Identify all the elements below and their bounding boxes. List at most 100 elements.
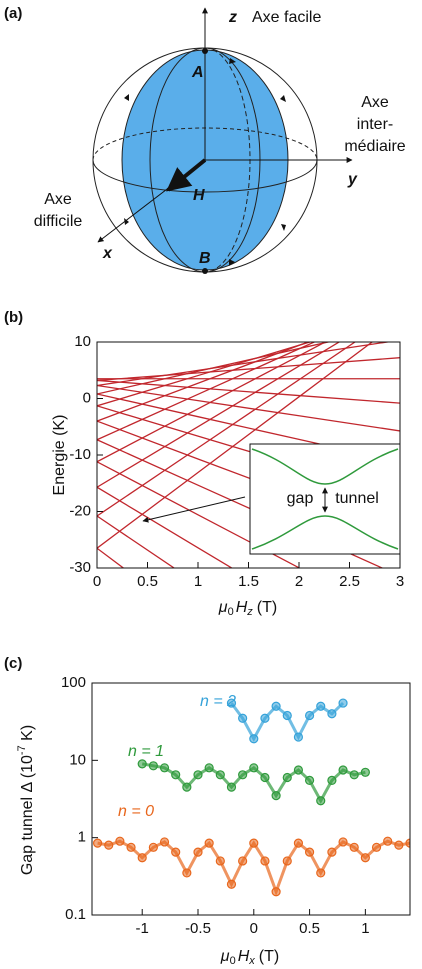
- x-tick-label: 1: [194, 573, 202, 590]
- point: [260, 856, 270, 866]
- sphere-diagram: (a) z Axe facile A Axe inter- médiaire y…: [4, 5, 406, 274]
- point: [260, 772, 270, 783]
- point: [316, 701, 326, 711]
- level-line: [97, 357, 400, 382]
- point: [126, 842, 136, 852]
- point: [271, 887, 281, 897]
- point: [238, 770, 248, 780]
- x-tick-label: 2.5: [339, 573, 360, 590]
- label-part: -7: [16, 745, 28, 755]
- point: [92, 838, 103, 848]
- point: [349, 842, 359, 852]
- label-part: (T): [257, 599, 277, 616]
- inset-curve: [251, 515, 399, 550]
- axis-label: x: [102, 245, 113, 262]
- point-label: B: [199, 250, 211, 267]
- point: [182, 868, 192, 878]
- axis-caption: Axe: [44, 191, 72, 208]
- point: [260, 713, 270, 723]
- point: [226, 698, 237, 708]
- point: [282, 772, 292, 783]
- field-label: H: [193, 187, 205, 204]
- point: [159, 837, 170, 847]
- point: [249, 838, 259, 848]
- point: [238, 856, 248, 866]
- label-part: 0: [228, 606, 234, 618]
- x-tick-label: 2: [295, 573, 303, 590]
- axis-caption: médiaire: [344, 138, 405, 155]
- level-line: [97, 379, 400, 404]
- level-line: [97, 342, 392, 387]
- point: [282, 856, 292, 866]
- series-line: [97, 839, 410, 897]
- point: [371, 842, 382, 852]
- y-axis-label: Gap tunnel Δ (10-7 K): [16, 725, 36, 875]
- point: [171, 770, 181, 780]
- series-line: [230, 701, 345, 742]
- point: [104, 840, 114, 850]
- axis-caption: Axe: [361, 94, 389, 111]
- y-tick-label: 1: [78, 829, 86, 846]
- point: [338, 765, 348, 775]
- x-tick-label: -0.5: [185, 920, 211, 937]
- y-tick-label: -30: [69, 559, 91, 576]
- x-tick-label: 1.5: [238, 573, 259, 590]
- point: [304, 847, 315, 857]
- point: [327, 847, 337, 857]
- energy-chart: (b) gap tunnel Energie (K) μ0 Hz (T) 0 0.5 1…: [4, 309, 404, 618]
- level-line: [97, 342, 374, 549]
- level-line: [97, 342, 313, 407]
- label-part: μ: [218, 599, 228, 616]
- x-tick-label: 0.5: [299, 920, 320, 937]
- point: [304, 775, 315, 786]
- y-tick-label: -20: [69, 502, 91, 519]
- x-axis-label: μ0 Hx (T): [220, 948, 279, 967]
- axis-caption: Axe facile: [252, 9, 321, 26]
- level-line: [97, 342, 316, 441]
- point: [316, 868, 326, 878]
- point: [226, 782, 237, 792]
- label-part: K): [19, 725, 36, 745]
- label-part: z: [246, 606, 253, 618]
- point: [182, 782, 192, 792]
- point-label: A: [191, 64, 204, 81]
- x-tick-label: -1: [136, 920, 149, 937]
- y-tick-label: 10: [69, 751, 86, 768]
- point-a: [202, 48, 208, 54]
- point: [293, 765, 304, 775]
- x-tick-label: 1: [361, 920, 369, 937]
- inset-curve: [251, 448, 399, 485]
- panel-label: (b): [4, 309, 23, 326]
- point: [137, 853, 147, 863]
- point: [304, 710, 315, 721]
- point: [271, 701, 281, 711]
- point: [383, 836, 393, 846]
- level-line: [97, 461, 301, 568]
- point: [405, 838, 410, 848]
- point-b: [202, 268, 208, 274]
- x-tick-label: 3: [396, 573, 404, 590]
- plot-frame: [91, 682, 411, 916]
- label-part: H: [238, 948, 250, 965]
- label-part: H: [236, 599, 248, 616]
- axis-caption: inter-: [357, 116, 393, 133]
- point: [159, 763, 170, 773]
- point: [360, 767, 370, 777]
- level-line: [97, 515, 176, 568]
- label-part: 0: [230, 955, 236, 967]
- label-part: Gap tunnel Δ (10: [19, 755, 36, 875]
- series-label: n = 1: [128, 743, 164, 760]
- y-tick-label: 100: [61, 674, 86, 691]
- level-line: [97, 342, 310, 422]
- point: [327, 775, 337, 786]
- point: [171, 847, 181, 857]
- axis-label: y: [347, 171, 358, 188]
- pointer-arrow: [142, 496, 246, 523]
- x-tick-label: 0: [93, 573, 101, 590]
- point: [249, 763, 259, 773]
- point: [293, 838, 304, 848]
- field-arrow: [166, 158, 207, 192]
- point: [360, 853, 370, 863]
- gap-chart: (c) Gap tunnel Δ (10-7 K) μ0 Hx (T) -1 -0.5…: [4, 655, 411, 967]
- point: [215, 770, 225, 780]
